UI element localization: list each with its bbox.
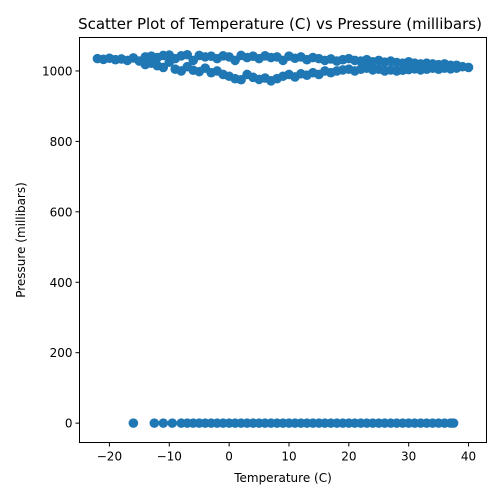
data-point [158,418,169,428]
x-axis-label: Temperature (C) [233,471,332,485]
y-axis-ticks: 0 200 400 600 800 1000 [42,64,80,431]
y-axis-label: Pressure (millibars) [14,182,28,298]
data-point [463,62,474,73]
x-tick-label: 10 [281,450,296,464]
y-tick-label: 1000 [42,64,73,78]
x-tick-label: −10 [157,450,182,464]
y-tick-label: 0 [65,417,73,431]
x-tick-label: 0 [225,450,233,464]
y-tick-label: 600 [50,205,73,219]
x-tick-label: 30 [401,450,416,464]
data-point [448,418,459,428]
data-point [128,418,139,428]
data-point [167,418,178,428]
x-tick-label: 40 [461,450,476,464]
x-axis-ticks: −20 −10 0 10 20 30 40 [97,442,476,464]
y-tick-label: 800 [50,135,73,149]
data-points [92,49,474,428]
chart-title: Scatter Plot of Temperature (C) vs Press… [78,15,482,33]
data-point [182,49,193,60]
y-tick-label: 400 [50,276,73,290]
y-tick-label: 200 [50,346,73,360]
x-tick-label: 20 [341,450,356,464]
x-tick-label: −20 [97,450,122,464]
plot-frame [79,37,487,443]
data-point [149,418,160,428]
